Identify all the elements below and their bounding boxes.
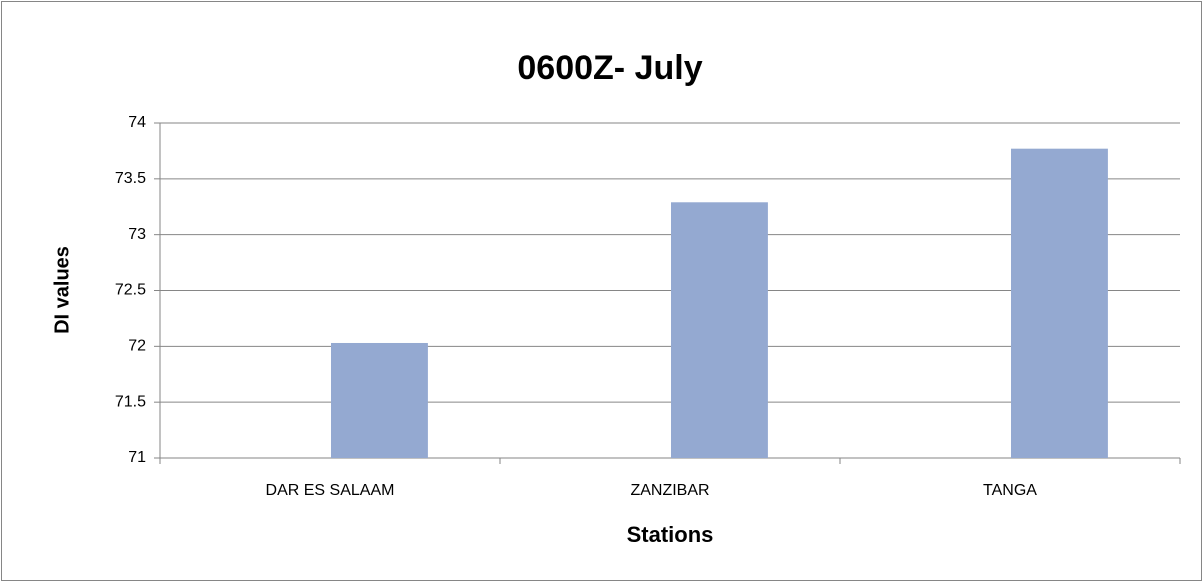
y-tick-label: 72 (128, 338, 146, 355)
x-axis-label: Stations (627, 522, 714, 547)
x-tick-label: TANGA (983, 482, 1037, 499)
chart-title: 0600Z- July (517, 49, 702, 87)
x-tick-label: DAR ES SALAAM (266, 482, 395, 499)
bar (671, 202, 768, 458)
bar (331, 342, 428, 458)
bar (1011, 148, 1108, 458)
y-tick-label: 73 (128, 226, 146, 243)
y-tick-label: 71.5 (115, 393, 146, 410)
x-tick-label: ZANZIBAR (630, 482, 709, 499)
y-tick-label: 74 (128, 114, 146, 131)
y-tick-label: 72.5 (115, 282, 146, 299)
y-tick-label: 71 (128, 449, 146, 466)
y-axis-label: DI values (51, 246, 73, 334)
y-tick-label: 73.5 (115, 170, 146, 187)
